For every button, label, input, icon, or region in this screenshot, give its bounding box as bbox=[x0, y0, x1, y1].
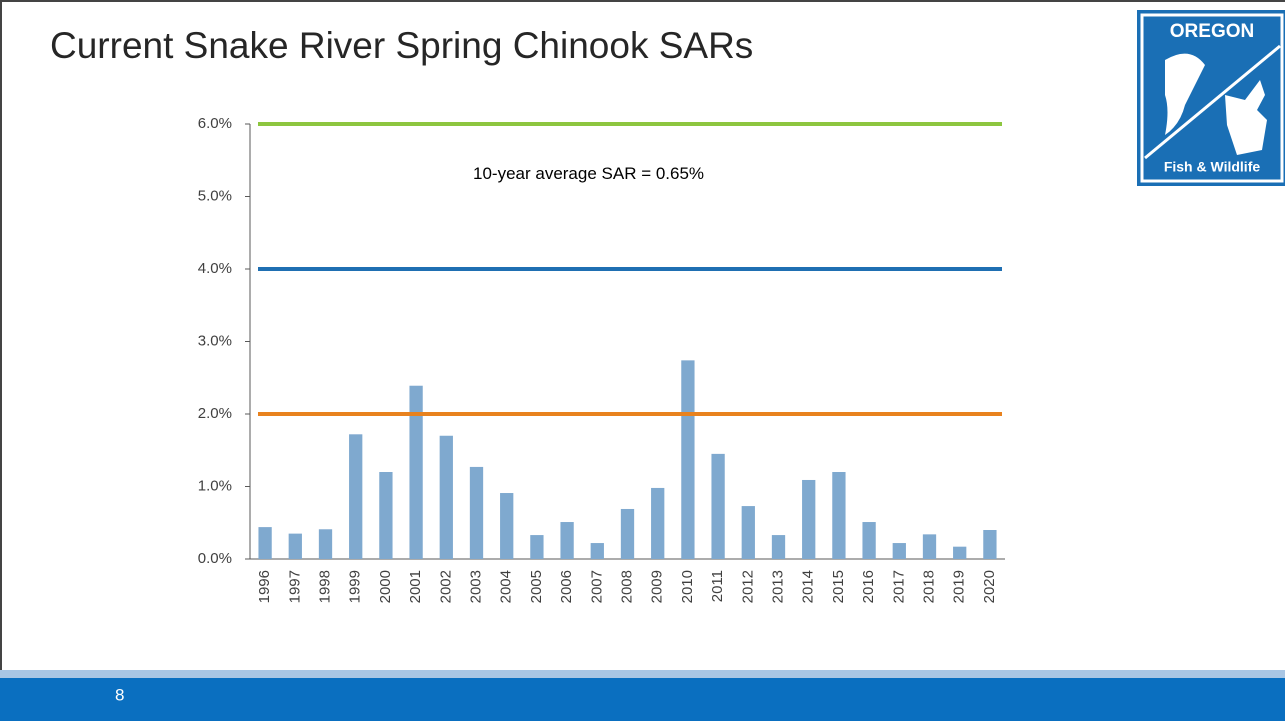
bar bbox=[953, 546, 967, 559]
x-tick-label: 2016 bbox=[860, 570, 877, 603]
logo-text: Fish & Wildlife bbox=[1164, 159, 1261, 175]
slide-title: Current Snake River Spring Chinook SARs bbox=[50, 25, 753, 66]
x-tick-label: 2018 bbox=[920, 570, 937, 603]
annotation: 10-year average SAR = 0.65% bbox=[473, 164, 704, 183]
bar bbox=[711, 453, 725, 559]
x-tick-label: 2001 bbox=[407, 570, 424, 603]
logo-diagonal bbox=[1144, 44, 1281, 160]
y-tick-label: 3.0% bbox=[198, 332, 232, 349]
y-tick-label: 4.0% bbox=[198, 260, 232, 277]
x-tick-label: 2003 bbox=[467, 570, 484, 603]
bar bbox=[590, 543, 604, 559]
x-tick-label: 2007 bbox=[588, 570, 605, 603]
x-tick-label: 2006 bbox=[558, 570, 575, 603]
logo: OREGON Fish & Wildlife bbox=[1137, 10, 1285, 186]
bar bbox=[922, 534, 937, 559]
logo-text: OREGON bbox=[1170, 21, 1254, 42]
bar bbox=[681, 360, 695, 559]
x-tick-label: 2009 bbox=[649, 570, 666, 603]
y-tick-label: 6.0% bbox=[198, 115, 232, 132]
x-tick-label: 1997 bbox=[286, 570, 303, 603]
x-tick-label: 2017 bbox=[890, 570, 907, 603]
logo-frame bbox=[1140, 13, 1284, 183]
bar bbox=[379, 472, 393, 559]
footer-bar bbox=[0, 678, 1285, 721]
footer-stripe bbox=[0, 670, 1285, 678]
x-tick-label: 2011 bbox=[709, 570, 726, 602]
x-tick-label: 2008 bbox=[618, 570, 635, 603]
y-tick-label: 1.0% bbox=[198, 477, 232, 494]
y-tick-label: 5.0% bbox=[198, 187, 232, 204]
bar bbox=[469, 466, 484, 559]
x-tick-label: 2013 bbox=[769, 570, 786, 603]
bar bbox=[651, 487, 665, 559]
x-tick-label: 1998 bbox=[316, 570, 333, 603]
x-tick-label: 2000 bbox=[377, 570, 394, 603]
x-tick-label: 2015 bbox=[830, 570, 847, 603]
bar bbox=[892, 543, 906, 559]
bar bbox=[620, 508, 635, 559]
x-tick-label: 2004 bbox=[498, 570, 515, 603]
bar bbox=[500, 493, 514, 559]
x-tick-label: 2019 bbox=[951, 570, 968, 603]
x-tick-label: 1999 bbox=[347, 570, 364, 603]
y-tick-label: 2.0% bbox=[198, 405, 232, 422]
bar bbox=[318, 529, 333, 559]
page-number: 8 bbox=[115, 685, 124, 704]
bar bbox=[288, 533, 302, 559]
logo-elk bbox=[1225, 80, 1267, 155]
y-tick-label: 0.0% bbox=[198, 550, 232, 567]
bar bbox=[530, 535, 544, 559]
logo-fish bbox=[1165, 53, 1205, 135]
x-tick-label: 2012 bbox=[739, 570, 756, 603]
bar bbox=[439, 435, 453, 559]
bar bbox=[983, 530, 997, 559]
x-tick-label: 2005 bbox=[528, 570, 545, 603]
x-tick-label: 2014 bbox=[800, 570, 817, 603]
bar bbox=[771, 535, 786, 559]
bar bbox=[560, 522, 574, 559]
bar bbox=[409, 385, 423, 559]
x-tick-label: 1996 bbox=[256, 570, 273, 603]
bar bbox=[802, 479, 816, 559]
x-tick-label: 2020 bbox=[981, 570, 998, 603]
bar bbox=[349, 434, 363, 559]
bar bbox=[258, 527, 272, 559]
bar bbox=[741, 506, 755, 559]
bar bbox=[862, 522, 876, 559]
chart: 0.0% 1.0% 2.0% 3.0% 4.0% 5.0% 6.0% 1996 1997 1998… bbox=[198, 115, 1005, 603]
bar bbox=[832, 472, 846, 559]
x-tick-label: 2002 bbox=[437, 570, 454, 603]
x-tick-label: 2010 bbox=[679, 570, 696, 603]
